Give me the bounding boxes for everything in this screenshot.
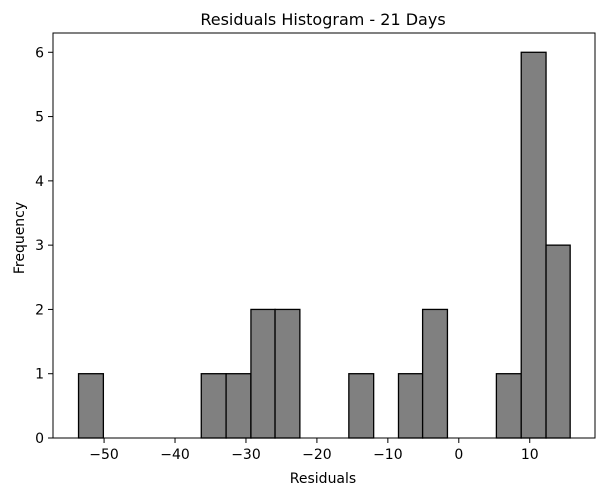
y-tick-label: 2 bbox=[35, 302, 44, 318]
histogram-bar bbox=[200, 373, 227, 439]
histogram-bar bbox=[520, 51, 547, 439]
histogram-bar bbox=[348, 373, 375, 439]
x-tick-label: −40 bbox=[160, 447, 190, 463]
x-tick-label: −10 bbox=[373, 447, 403, 463]
histogram-bar bbox=[77, 373, 105, 439]
plot-frame bbox=[52, 32, 596, 439]
histogram-bar bbox=[250, 308, 276, 439]
chart-title: Residuals Histogram - 21 Days bbox=[200, 10, 445, 29]
y-tick-label: 5 bbox=[35, 110, 44, 126]
histogram-bar bbox=[495, 373, 522, 439]
y-tick-label: 3 bbox=[35, 238, 44, 254]
histogram-bar bbox=[545, 244, 571, 439]
histogram-bar bbox=[274, 308, 301, 439]
histogram-bar bbox=[225, 373, 252, 439]
y-tick-label: 6 bbox=[35, 45, 44, 61]
histogram-bar bbox=[421, 308, 449, 439]
y-tick-label: 0 bbox=[35, 431, 44, 447]
histogram-bar bbox=[397, 373, 424, 439]
y-tick-label: 1 bbox=[35, 367, 44, 383]
x-axis-label: Residuals bbox=[290, 471, 356, 487]
x-tick-label: 0 bbox=[454, 447, 463, 463]
x-tick-label: −50 bbox=[89, 447, 119, 463]
y-axis-label: Frequency bbox=[12, 202, 28, 274]
bars-layer bbox=[77, 51, 571, 439]
x-tick-label: 10 bbox=[521, 447, 539, 463]
x-tick-label: −30 bbox=[231, 447, 261, 463]
y-tick-label: 4 bbox=[35, 174, 44, 190]
x-tick-label: −20 bbox=[302, 447, 332, 463]
axes-layer: −50 −40 −30 −20 −10 0 10 0 1 2 3 4 5 6 bbox=[35, 32, 596, 463]
